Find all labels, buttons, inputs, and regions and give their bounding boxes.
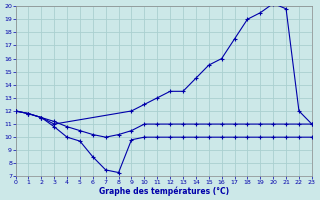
X-axis label: Graphe des températures (°C): Graphe des températures (°C) [99, 186, 229, 196]
